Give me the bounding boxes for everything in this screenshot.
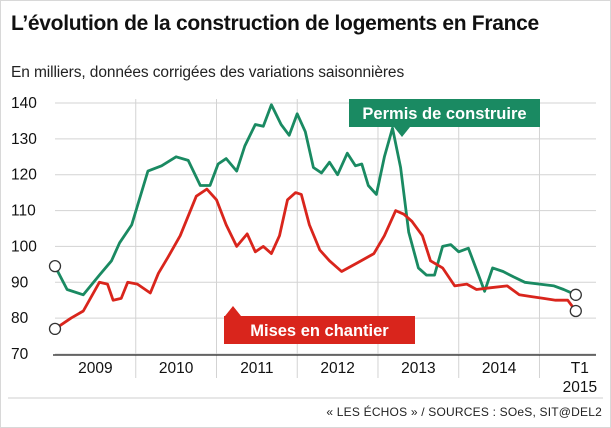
x-tick-label-2010: 2010 bbox=[159, 360, 194, 377]
y-tick-label-140: 140 bbox=[11, 95, 37, 112]
x-tick-label-2012: 2012 bbox=[320, 360, 354, 377]
endpoint-marker-0 bbox=[48, 259, 62, 273]
y-tick-label-70: 70 bbox=[11, 346, 29, 363]
endpoint-marker-3 bbox=[569, 304, 582, 318]
legend-pointer-mises bbox=[225, 306, 241, 316]
legend-label-permis: Permis de construire bbox=[362, 105, 526, 123]
legend-pointer-permis bbox=[394, 127, 410, 137]
y-tick-label-80: 80 bbox=[11, 310, 29, 327]
x-tick-label-T1: T1 bbox=[571, 360, 589, 377]
legend-label-mises: Mises en chantier bbox=[250, 322, 389, 340]
chart-subtitle: En milliers, données corrigées des varia… bbox=[11, 64, 405, 81]
legend-box-mises bbox=[224, 316, 415, 344]
x-tick-label-2014: 2014 bbox=[482, 360, 517, 377]
endpoint-marker-1 bbox=[48, 322, 62, 336]
legend-box-permis bbox=[349, 99, 540, 127]
series-line-permis bbox=[53, 103, 578, 297]
chart-title: L’évolution de la construction de logeme… bbox=[11, 12, 539, 35]
y-tick-label-120: 120 bbox=[11, 167, 37, 184]
y-tick-label-90: 90 bbox=[11, 274, 29, 291]
y-tick-label-130: 130 bbox=[11, 131, 37, 148]
source-credit: « LES ÉCHOS » / SOURCES : SOeS, SIT@DEL2 bbox=[326, 405, 602, 419]
y-tick-label-100: 100 bbox=[11, 238, 37, 255]
x-tick-label-year-2015: 2015 bbox=[563, 379, 597, 396]
x-tick-label-2011: 2011 bbox=[240, 360, 273, 377]
x-tick-label-2013: 2013 bbox=[401, 360, 435, 377]
endpoint-marker-2 bbox=[569, 288, 582, 301]
series-line-mises bbox=[53, 187, 578, 331]
y-tick-label-110: 110 bbox=[11, 203, 36, 220]
x-tick-label-2009: 2009 bbox=[78, 360, 112, 377]
